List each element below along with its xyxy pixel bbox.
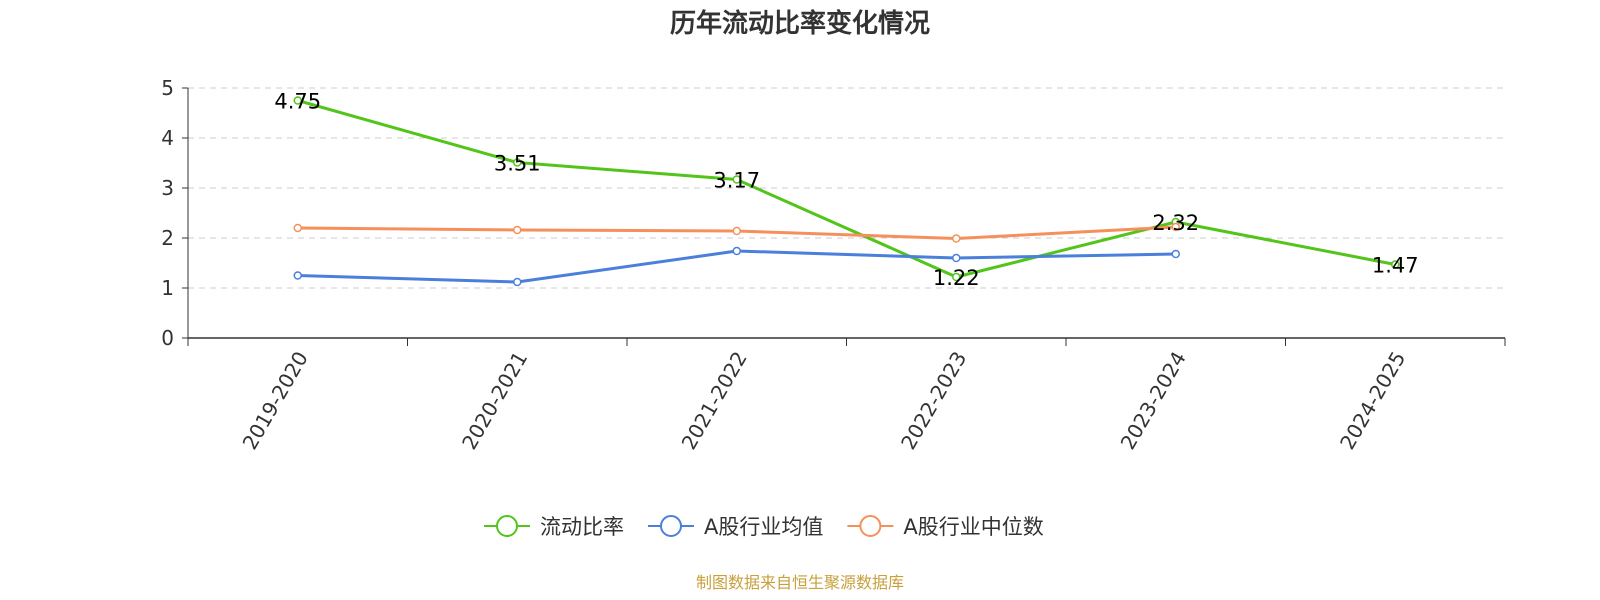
legend-swatch-marker: [496, 515, 518, 537]
data-point: [293, 223, 302, 233]
axes: 0 1 2 3 4 5 2019-2020 2020-2021 2021-2022 2022-20…: [161, 76, 1506, 454]
series-line-1: [297, 249, 1176, 284]
data-point: [952, 234, 961, 243]
data-label: 4.75: [274, 90, 321, 114]
y-tick-label: 4: [161, 126, 174, 150]
x-tick-label: 2024-2025: [1335, 347, 1410, 453]
data-label: 1.22: [933, 266, 980, 290]
data-label: 2.32: [1152, 211, 1199, 235]
y-tick-label: 2: [161, 226, 174, 250]
data-point: [293, 271, 302, 280]
data-label: 1.47: [1372, 254, 1419, 278]
x-tick-label: 2021-2022: [677, 347, 752, 453]
data-point: [513, 158, 522, 167]
legend-item-0[interactable]: 流动比率: [484, 515, 624, 539]
data-point: [952, 272, 961, 282]
data-point: [732, 246, 741, 256]
data-point: [732, 226, 741, 236]
y-tick-label: 0: [161, 326, 174, 350]
legend-label: 流动比率: [540, 515, 624, 539]
series-line-0: [297, 99, 1396, 279]
data-label: 3.51: [494, 152, 541, 176]
y-tick-label: 3: [161, 176, 174, 200]
data-point: [1171, 222, 1180, 232]
series-layer: [293, 96, 1400, 287]
grid-lines: [188, 87, 1505, 289]
data-point: [1391, 260, 1400, 269]
data-point: [1171, 249, 1180, 259]
data-labels: 4.75 3.51 3.17 1.22 2.32 1.47: [274, 90, 1418, 291]
legend-label: A股行业均值: [704, 515, 823, 539]
legend-swatch-marker: [859, 515, 882, 537]
x-tick-label: 2020-2021: [457, 347, 532, 453]
data-label: 3.17: [713, 169, 760, 193]
data-point: [732, 175, 741, 184]
data-point: [293, 96, 302, 105]
data-point: [513, 277, 522, 287]
x-tick-label: 2023-2024: [1116, 347, 1191, 453]
legend: 流动比率 A股行业均值 A股行业中位数: [484, 515, 1044, 539]
legend-swatch-marker: [660, 515, 682, 537]
chart-title: 历年流动比率变化情况: [670, 8, 930, 39]
source-note: 制图数据来自恒生聚源数据库: [696, 573, 904, 592]
data-point: [513, 225, 522, 235]
x-tick-label: 2022-2023: [896, 347, 971, 453]
y-tick-label: 1: [161, 276, 174, 300]
legend-label: A股行业中位数: [903, 515, 1043, 539]
data-point: [952, 253, 961, 263]
x-tick-label: 2019-2020: [238, 347, 313, 453]
legend-item-1[interactable]: A股行业均值: [648, 515, 823, 539]
y-tick-label: 5: [161, 76, 174, 100]
legend-item-2[interactable]: A股行业中位数: [847, 515, 1044, 539]
